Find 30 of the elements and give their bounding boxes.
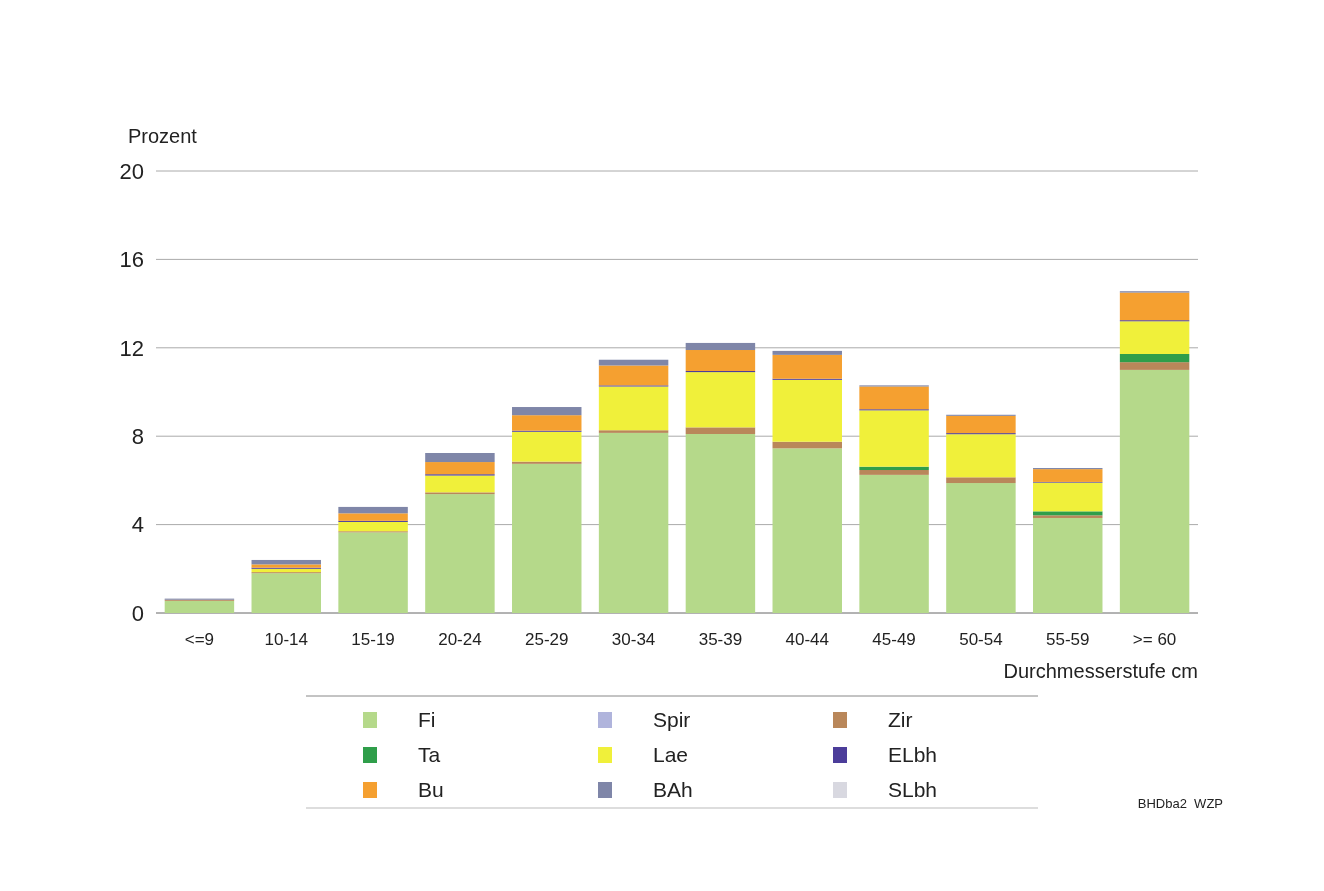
y-tick-label: 16 bbox=[119, 247, 144, 273]
legend-label: ELbh bbox=[888, 743, 938, 767]
x-tick-label: 35-39 bbox=[698, 630, 743, 649]
legend-label: Spir bbox=[653, 708, 691, 732]
x-tick-label: 30-34 bbox=[611, 630, 656, 649]
x-tick-label: 40-44 bbox=[785, 630, 829, 649]
legend-label: Bu bbox=[418, 778, 444, 802]
x-tick-label: 10-14 bbox=[264, 630, 308, 649]
y-axis-title: Prozent bbox=[128, 125, 198, 147]
legend-label: Lae bbox=[653, 743, 689, 767]
x-tick-label: 15-19 bbox=[351, 630, 395, 649]
x-tick-label: 50-54 bbox=[959, 630, 1003, 649]
x-tick-label: 55-59 bbox=[1046, 630, 1090, 649]
x-tick-label: <=9 bbox=[184, 630, 215, 649]
x-tick-label: 25-29 bbox=[525, 630, 569, 649]
legend-label: Fi bbox=[418, 708, 436, 732]
y-tick-label: 20 bbox=[119, 158, 144, 184]
y-tick-label: 4 bbox=[131, 512, 144, 538]
legend-label: SLbh bbox=[888, 778, 938, 802]
x-tick-label: >= 60 bbox=[1132, 630, 1177, 649]
y-tick-label: 12 bbox=[119, 335, 144, 361]
legend-label: Zir bbox=[888, 708, 913, 732]
y-tick-label: 0 bbox=[131, 600, 144, 626]
text: BHDba2 WZP bbox=[1137, 796, 1223, 811]
x-axis-title: Durchmesserstufe cm bbox=[1003, 660, 1198, 682]
legend-label: BAh bbox=[653, 778, 693, 802]
y-tick-label: 8 bbox=[131, 423, 144, 449]
x-tick-label: 45-49 bbox=[872, 630, 916, 649]
x-tick-label: 20-24 bbox=[438, 630, 482, 649]
legend-label: Ta bbox=[418, 743, 441, 767]
